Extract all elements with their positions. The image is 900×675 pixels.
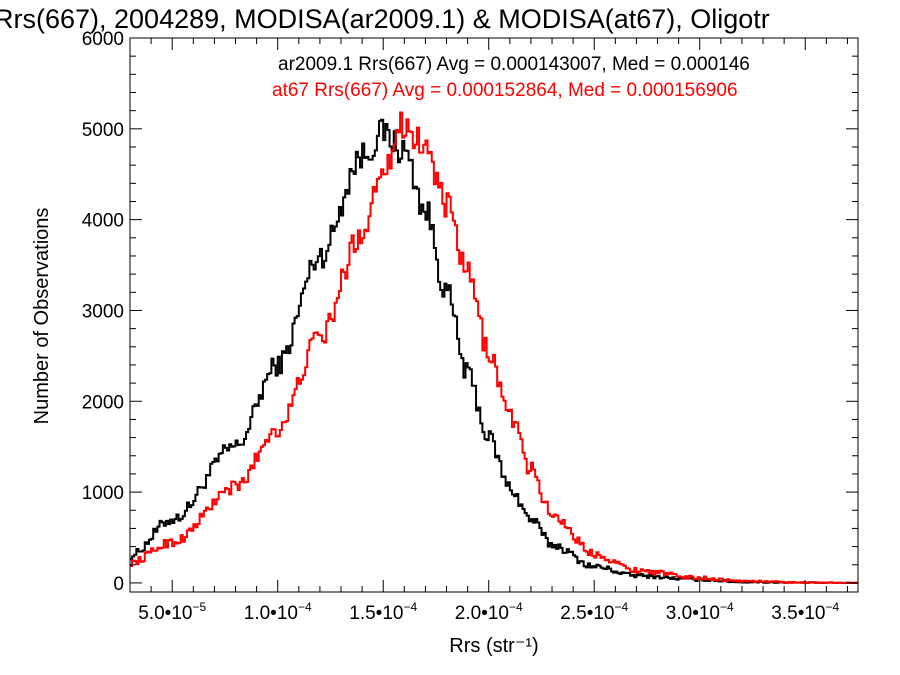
x-tick-label: 2.0•10−4 (455, 600, 523, 624)
x-axis-label: Rrs (str⁻¹) (449, 635, 538, 657)
y-tick-label: 0 (113, 574, 124, 595)
x-tick-labels: 5.0•10−5 1.0•10−4 1.5•10−4 2.0•10−4 2.5•10−4… (138, 600, 839, 624)
y-tick-label: 6000 (82, 29, 124, 50)
x-tick-label: 2.5•10−4 (560, 600, 628, 624)
y-tick-label: 4000 (82, 211, 124, 232)
y-tick-label: 2000 (82, 392, 124, 413)
annotation-at67: at67 Rrs(667) Avg = 0.000152864, Med = 0… (272, 80, 738, 101)
x-tick-label: 1.5•10−4 (349, 600, 417, 624)
x-tick-label: 3.0•10−4 (666, 600, 734, 624)
stat-annotations: ar2009.1 Rrs(667) Avg = 0.000143007, Med… (272, 54, 750, 101)
y-axis-label: Number of Observations (31, 208, 53, 425)
annotation-ar2009: ar2009.1 Rrs(667) Avg = 0.000143007, Med… (278, 54, 750, 75)
y-tick-label: 1000 (82, 483, 124, 504)
y-tick-label: 5000 (82, 120, 124, 141)
histogram-series-group (130, 111, 858, 584)
axis-ticks (129, 37, 858, 592)
y-tick-label: 3000 (82, 301, 124, 322)
x-tick-label: 1.0•10−4 (244, 600, 312, 624)
x-tick-label: 3.5•10−4 (771, 600, 839, 624)
histogram-series-1 (130, 111, 858, 584)
chart-title: Rrs(667), 2004289, MODISA(ar2009.1) & MO… (0, 4, 770, 34)
y-tick-labels: 0 1000 2000 3000 4000 5000 6000 (82, 29, 124, 595)
x-tick-label: 5.0•10−5 (138, 600, 206, 624)
plot-frame (129, 37, 859, 593)
